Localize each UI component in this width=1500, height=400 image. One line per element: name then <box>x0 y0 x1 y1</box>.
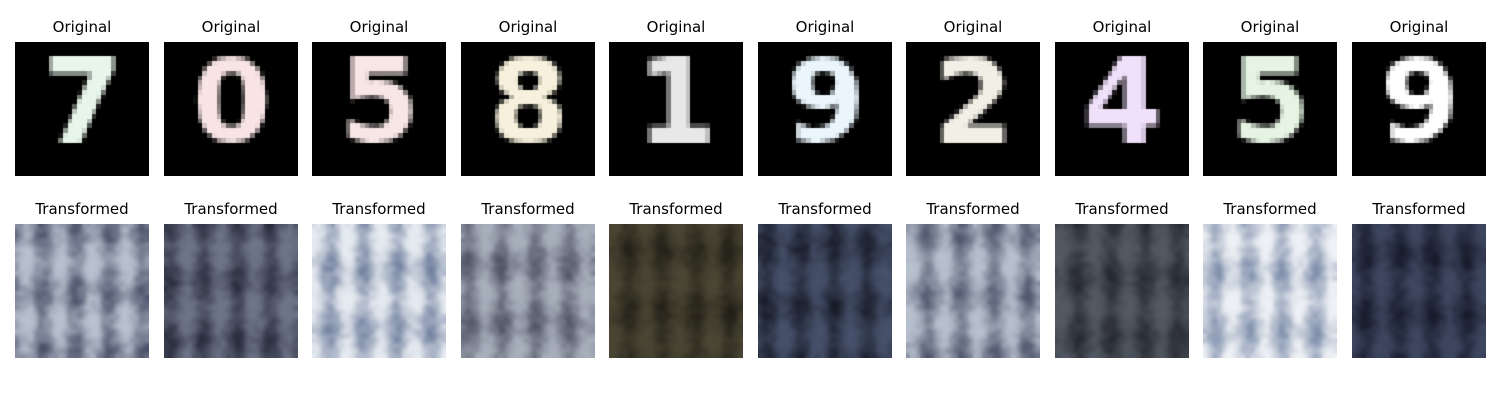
transformed-image-1 <box>15 224 149 358</box>
original-image-8 <box>1055 42 1189 176</box>
panel-title: Original <box>1389 18 1449 36</box>
original-image-3 <box>312 42 446 176</box>
original-image-1 <box>15 42 149 176</box>
panel-title: Transformed <box>1372 200 1466 218</box>
panel-title: Original <box>349 18 409 36</box>
transformed-image-6 <box>758 224 892 358</box>
transformed-image-9 <box>1203 224 1337 358</box>
transformed-image-3 <box>312 224 446 358</box>
panel-title: Transformed <box>1223 200 1317 218</box>
panel-title: Transformed <box>35 200 129 218</box>
panel-title: Original <box>52 18 112 36</box>
transformed-image-7 <box>906 224 1040 358</box>
transformed-image-8 <box>1055 224 1189 358</box>
transformed-image-4 <box>461 224 595 358</box>
original-image-10 <box>1352 42 1486 176</box>
transformed-image-5 <box>609 224 743 358</box>
panel-title: Original <box>1240 18 1300 36</box>
original-image-9 <box>1203 42 1337 176</box>
panel-title: Transformed <box>184 200 278 218</box>
panel-title: Transformed <box>778 200 872 218</box>
panel-title: Original <box>646 18 706 36</box>
original-image-7 <box>906 42 1040 176</box>
original-image-5 <box>609 42 743 176</box>
panel-title: Transformed <box>629 200 723 218</box>
panel-title: Original <box>498 18 558 36</box>
transformed-image-2 <box>164 224 298 358</box>
transformed-image-10 <box>1352 224 1486 358</box>
original-image-2 <box>164 42 298 176</box>
original-image-6 <box>758 42 892 176</box>
panel-title: Transformed <box>332 200 426 218</box>
panel-title: Original <box>943 18 1003 36</box>
panel-title: Original <box>1092 18 1152 36</box>
panel-title: Original <box>201 18 261 36</box>
original-image-4 <box>461 42 595 176</box>
panel-title: Transformed <box>926 200 1020 218</box>
panel-title: Transformed <box>1075 200 1169 218</box>
panel-title: Transformed <box>481 200 575 218</box>
panel-title: Original <box>795 18 855 36</box>
